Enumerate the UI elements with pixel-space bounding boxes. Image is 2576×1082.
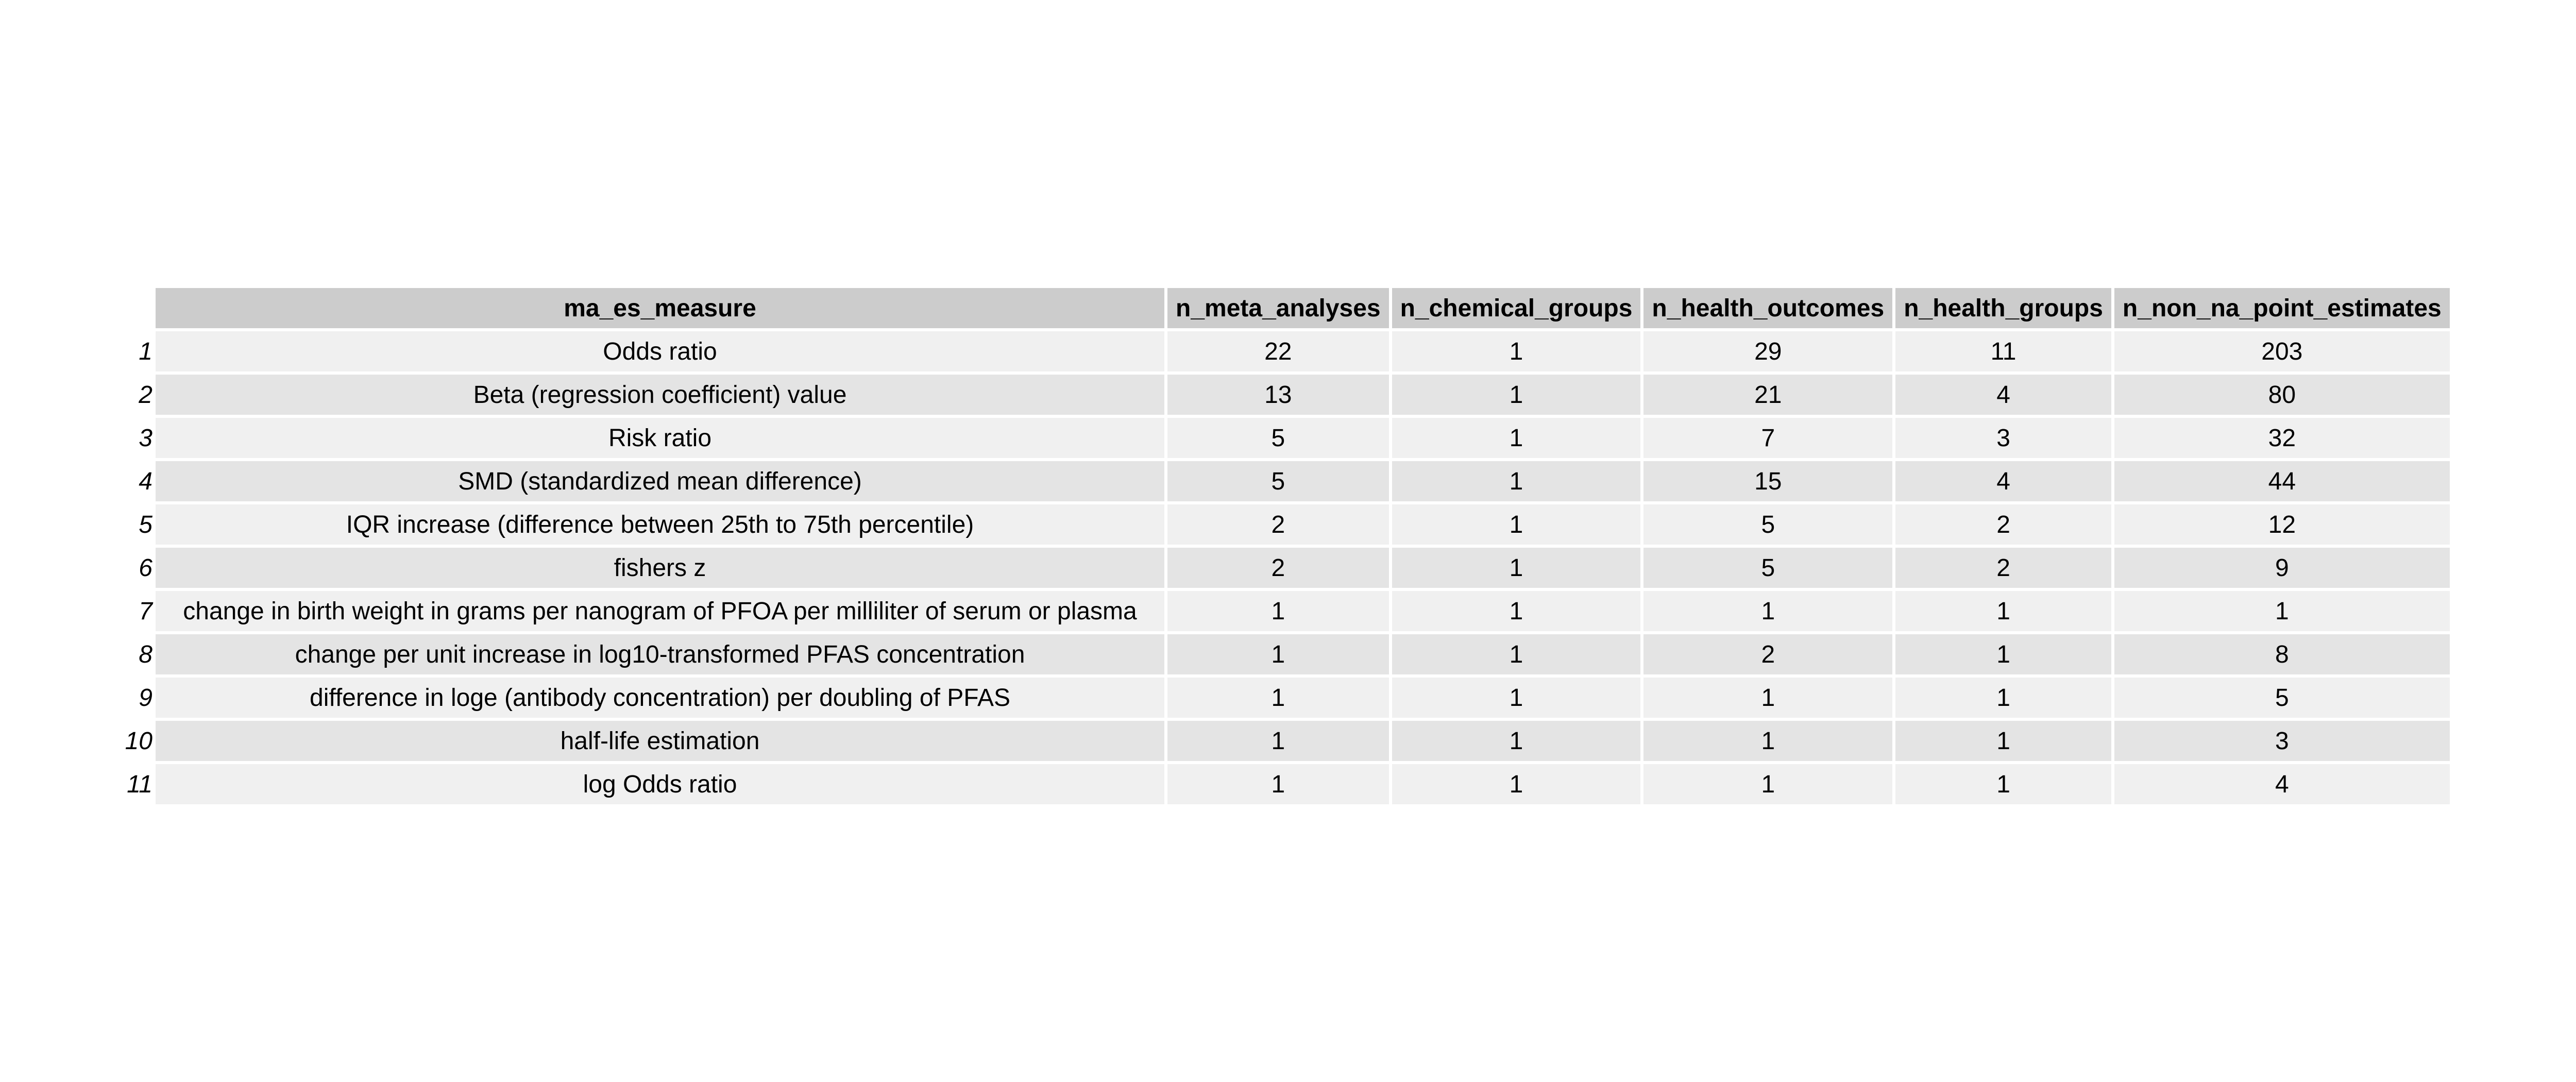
count-cell: 5 xyxy=(1167,461,1389,501)
table-row: 9 difference in loge (antibody concentrat… xyxy=(116,678,2450,718)
count-cell: 5 xyxy=(1643,504,1893,545)
measure-cell: Beta (regression coefficient) value xyxy=(156,375,1164,415)
measure-cell: half-life estimation xyxy=(156,721,1164,761)
table-row: 4 SMD (standardized mean difference) 5 1 15 4… xyxy=(116,461,2450,501)
count-cell: 2 xyxy=(1167,504,1389,545)
count-cell: 1 xyxy=(1392,721,1641,761)
column-header: n_chemical_groups xyxy=(1392,288,1641,328)
count-cell: 80 xyxy=(2114,375,2450,415)
measure-cell: Risk ratio xyxy=(156,418,1164,458)
count-cell: 1 xyxy=(2114,591,2450,631)
table-row: 10 half-life estimation 1 1 1 1 3 xyxy=(116,721,2450,761)
measure-cell: Odds ratio xyxy=(156,331,1164,371)
count-cell: 8 xyxy=(2114,634,2450,674)
count-cell: 15 xyxy=(1643,461,1893,501)
table-body: 1 Odds ratio 22 1 29 11 203 2 Beta (regression c… xyxy=(116,331,2450,804)
data-table: ma_es_measure n_meta_analyses n_chemical… xyxy=(113,285,2453,807)
row-label: 3 xyxy=(139,424,152,452)
table-row: 8 change per unit increase in log10-trans… xyxy=(116,634,2450,674)
row-label: 6 xyxy=(139,554,152,582)
measure-cell: log Odds ratio xyxy=(156,764,1164,804)
row-label: 10 xyxy=(125,727,152,755)
count-cell: 2 xyxy=(1167,548,1389,588)
row-label: 7 xyxy=(139,597,152,625)
row-label: 1 xyxy=(139,337,152,365)
count-cell: 3 xyxy=(2114,721,2450,761)
count-cell: 2 xyxy=(1643,634,1893,674)
count-cell: 1 xyxy=(1167,721,1389,761)
column-header: n_meta_analyses xyxy=(1167,288,1389,328)
count-cell: 11 xyxy=(1895,331,2111,371)
count-cell: 1 xyxy=(1167,678,1389,718)
count-cell: 1 xyxy=(1643,678,1893,718)
count-cell: 1 xyxy=(1895,721,2111,761)
count-cell: 1 xyxy=(1167,591,1389,631)
column-header: n_health_groups xyxy=(1895,288,2111,328)
count-cell: 1 xyxy=(1895,678,2111,718)
count-cell: 1 xyxy=(1643,764,1893,804)
count-cell: 1 xyxy=(1392,375,1641,415)
count-cell: 9 xyxy=(2114,548,2450,588)
row-label: 2 xyxy=(139,381,152,409)
count-cell: 1 xyxy=(1167,634,1389,674)
table-row: 1 Odds ratio 22 1 29 11 203 xyxy=(116,331,2450,371)
count-cell: 29 xyxy=(1643,331,1893,371)
count-cell: 1 xyxy=(1392,764,1641,804)
table-row: 11 log Odds ratio 1 1 1 1 4 xyxy=(116,764,2450,804)
measure-cell: fishers z xyxy=(156,548,1164,588)
count-cell: 2 xyxy=(1895,548,2111,588)
count-cell: 12 xyxy=(2114,504,2450,545)
measure-cell: change in birth weight in grams per nano… xyxy=(156,591,1164,631)
count-cell: 1 xyxy=(1392,634,1641,674)
measure-cell: change per unit increase in log10-transf… xyxy=(156,634,1164,674)
row-label-header xyxy=(116,288,152,328)
count-cell: 1 xyxy=(1643,591,1893,631)
row-label: 4 xyxy=(139,467,152,495)
measure-cell: difference in loge (antibody concentrati… xyxy=(156,678,1164,718)
count-cell: 2 xyxy=(1895,504,2111,545)
count-cell: 21 xyxy=(1643,375,1893,415)
count-cell: 1 xyxy=(1392,591,1641,631)
table-row: 5 IQR increase (difference between 25th t… xyxy=(116,504,2450,545)
count-cell: 1 xyxy=(1392,504,1641,545)
count-cell: 1 xyxy=(1895,634,2111,674)
count-cell: 1 xyxy=(1643,721,1893,761)
count-cell: 1 xyxy=(1392,331,1641,371)
row-label: 8 xyxy=(139,640,152,668)
count-cell: 7 xyxy=(1643,418,1893,458)
count-cell: 44 xyxy=(2114,461,2450,501)
count-cell: 4 xyxy=(1895,461,2111,501)
count-cell: 5 xyxy=(2114,678,2450,718)
count-cell: 32 xyxy=(2114,418,2450,458)
count-cell: 13 xyxy=(1167,375,1389,415)
measure-cell: SMD (standardized mean difference) xyxy=(156,461,1164,501)
count-cell: 5 xyxy=(1167,418,1389,458)
count-cell: 4 xyxy=(2114,764,2450,804)
count-cell: 4 xyxy=(1895,375,2111,415)
table-row: 3 Risk ratio 5 1 7 3 32 xyxy=(116,418,2450,458)
column-header: ma_es_measure xyxy=(156,288,1164,328)
table-row: 7 change in birth weight in grams per nan… xyxy=(116,591,2450,631)
column-header: n_non_na_point_estimates xyxy=(2114,288,2450,328)
table-header: ma_es_measure n_meta_analyses n_chemical… xyxy=(116,288,2450,328)
header-row: ma_es_measure n_meta_analyses n_chemical… xyxy=(116,288,2450,328)
row-label: 5 xyxy=(139,511,152,538)
count-cell: 1 xyxy=(1392,418,1641,458)
measure-cell: IQR increase (difference between 25th to… xyxy=(156,504,1164,545)
count-cell: 1 xyxy=(1392,678,1641,718)
count-cell: 1 xyxy=(1895,591,2111,631)
count-cell: 5 xyxy=(1643,548,1893,588)
count-cell: 3 xyxy=(1895,418,2111,458)
count-cell: 1 xyxy=(1895,764,2111,804)
count-cell: 1 xyxy=(1392,548,1641,588)
row-label: 9 xyxy=(139,684,152,712)
count-cell: 203 xyxy=(2114,331,2450,371)
count-cell: 1 xyxy=(1167,764,1389,804)
count-cell: 1 xyxy=(1392,461,1641,501)
row-label: 11 xyxy=(127,770,152,798)
table-row: 2 Beta (regression coefficient) value 13 1 2… xyxy=(116,375,2450,415)
count-cell: 22 xyxy=(1167,331,1389,371)
column-header: n_health_outcomes xyxy=(1643,288,1893,328)
